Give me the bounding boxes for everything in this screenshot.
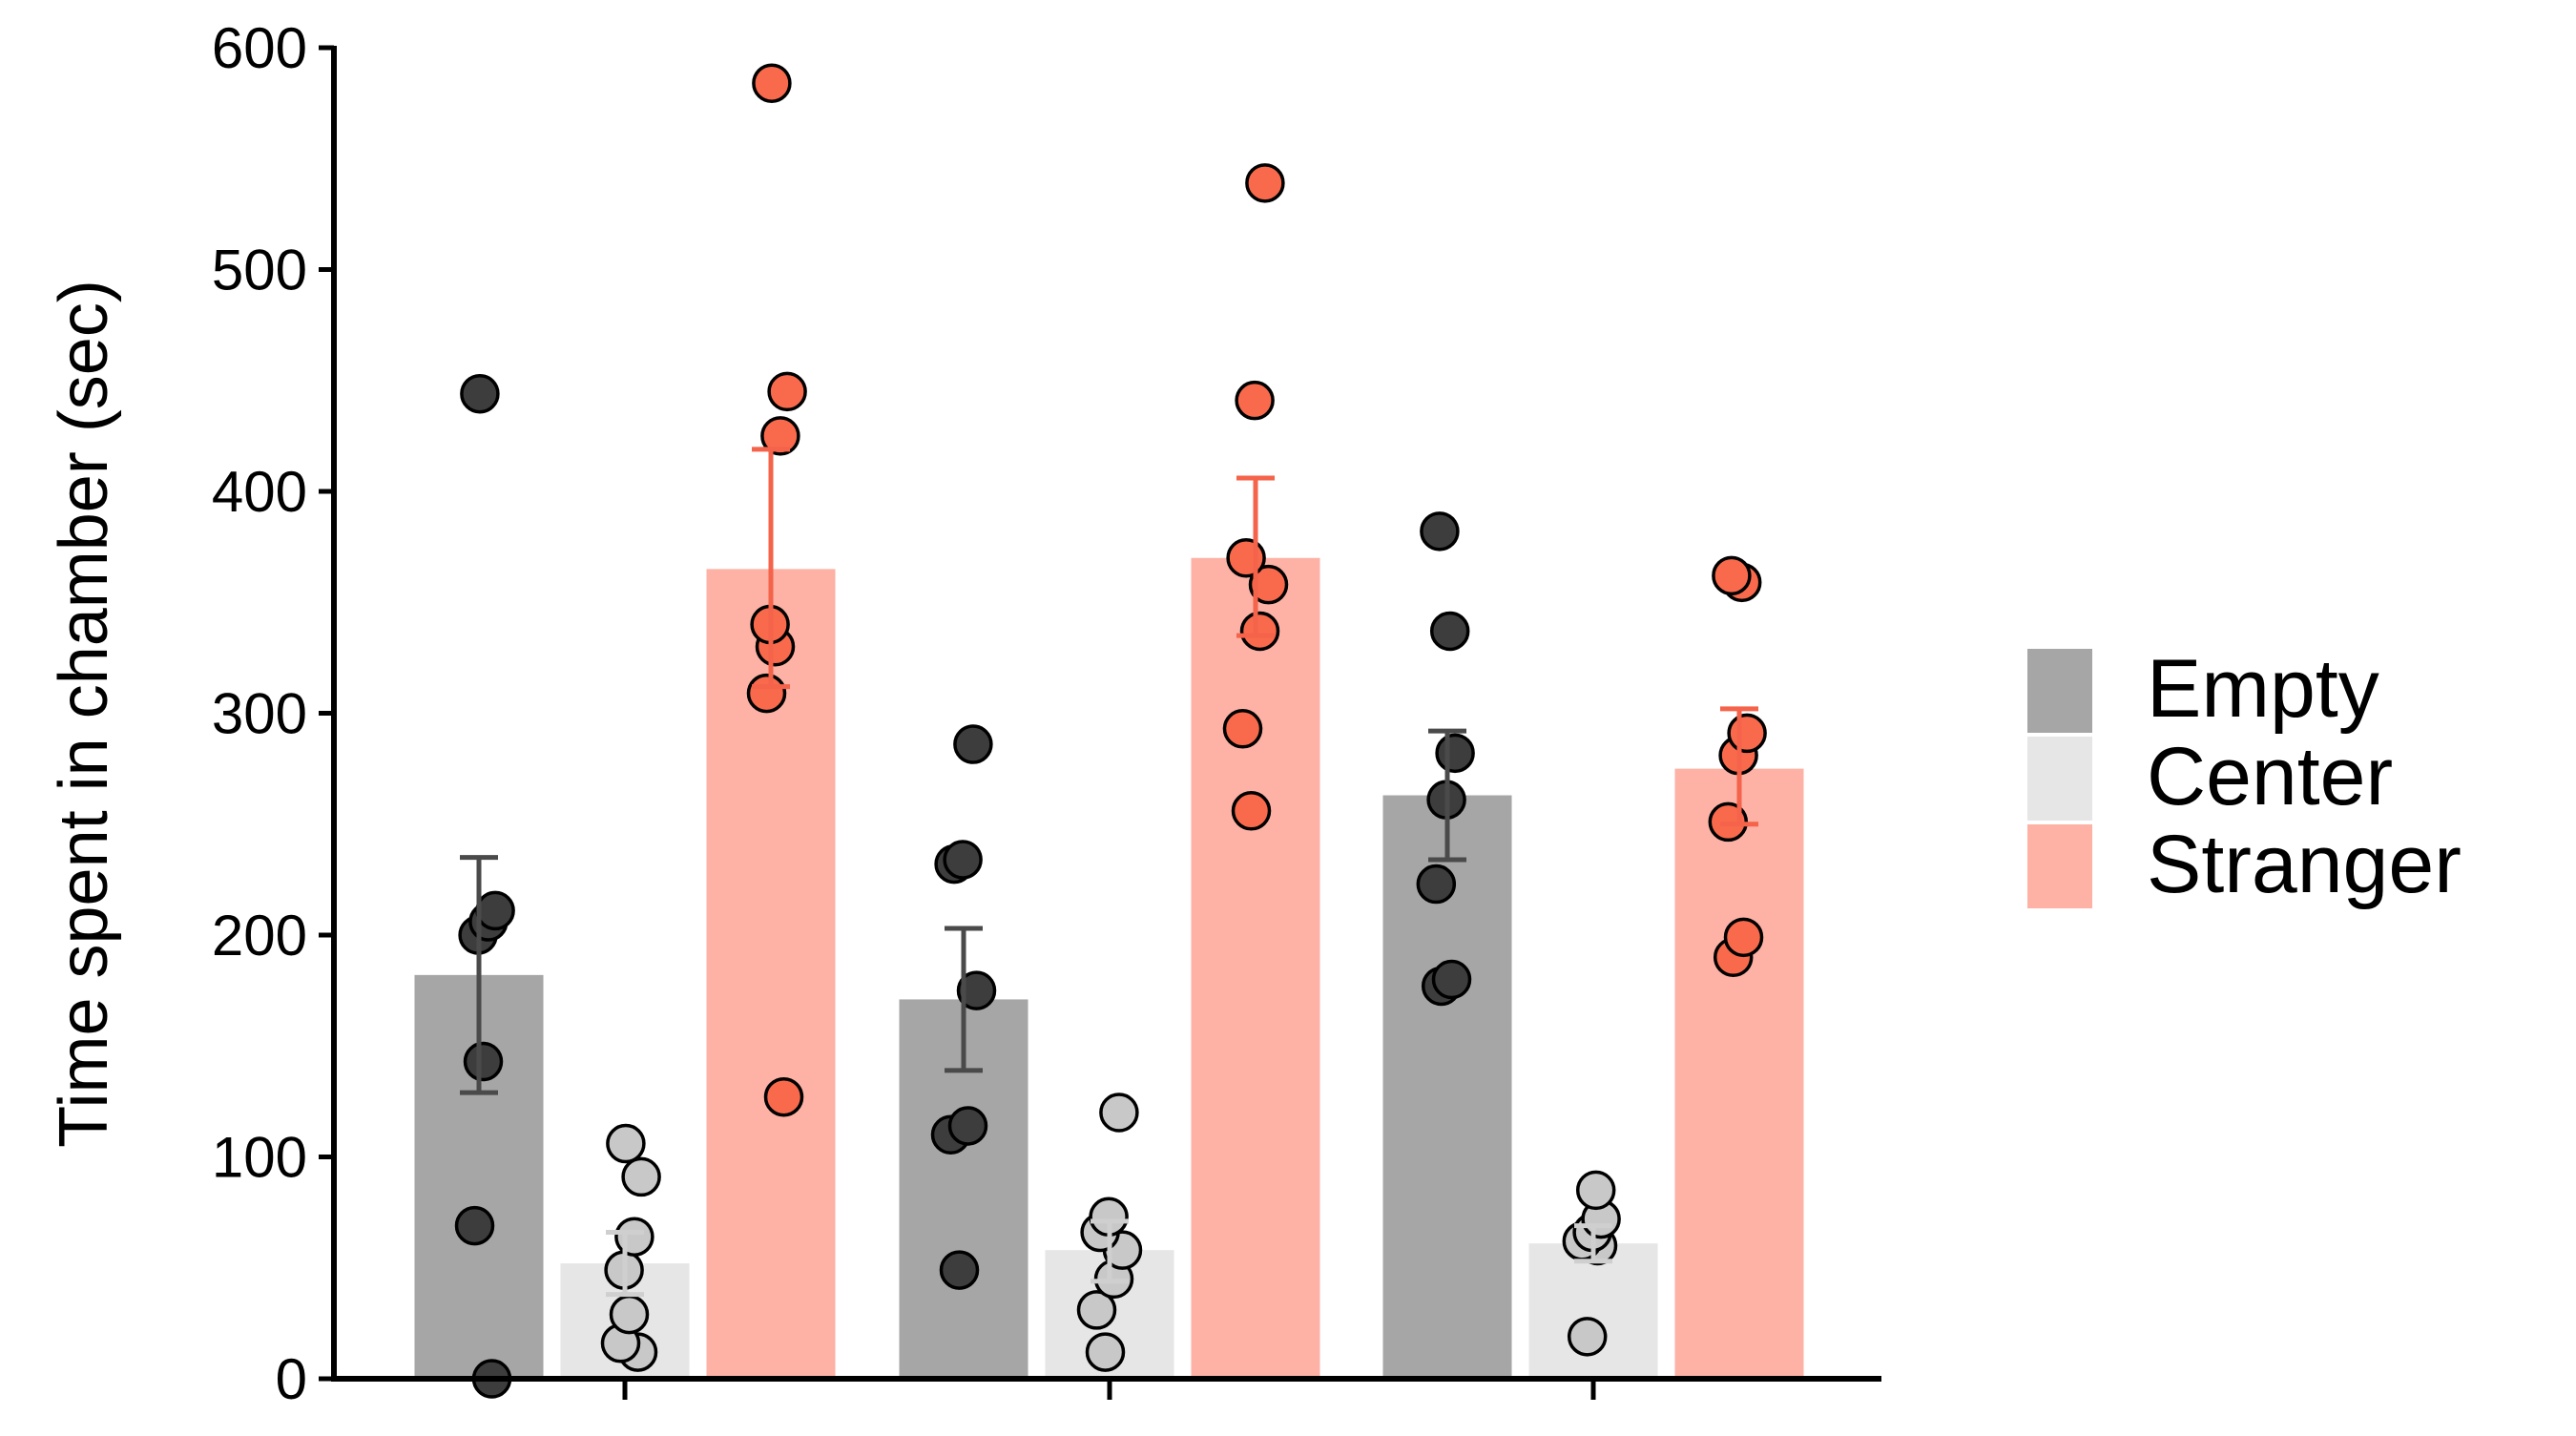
data-point xyxy=(454,1205,495,1246)
legend-label: Center xyxy=(2147,731,2393,822)
data-point xyxy=(1235,380,1275,421)
bar xyxy=(1191,557,1320,1379)
data-point xyxy=(1431,959,1472,1000)
y-tick-label: 600 xyxy=(212,16,307,80)
data-point xyxy=(1239,611,1280,652)
data-point xyxy=(1420,511,1460,552)
y-tick-label: 200 xyxy=(212,904,307,968)
legend-swatch xyxy=(2027,737,2092,821)
data-point xyxy=(1723,917,1764,958)
data-point xyxy=(1245,163,1285,203)
bar xyxy=(1674,768,1804,1379)
data-point xyxy=(1231,791,1272,831)
data-point xyxy=(1226,538,1266,578)
data-point xyxy=(475,890,515,931)
data-point xyxy=(953,724,993,764)
data-point xyxy=(1712,555,1752,596)
data-point xyxy=(460,373,500,414)
data-point xyxy=(760,416,800,456)
legend-swatch xyxy=(2027,649,2092,733)
data-point xyxy=(1222,709,1263,749)
data-point xyxy=(1435,733,1475,774)
data-point xyxy=(1567,1317,1608,1357)
data-point xyxy=(1727,713,1767,754)
bar xyxy=(1528,1243,1658,1379)
y-tick-label: 100 xyxy=(212,1126,307,1190)
legend-label: Stranger xyxy=(2147,819,2462,910)
data-point xyxy=(1099,1093,1139,1133)
y-tick-label: 500 xyxy=(212,239,307,302)
y-axis-title: Time spent in chamber (sec) xyxy=(46,280,122,1148)
y-tick-label: 300 xyxy=(212,682,307,746)
data-point xyxy=(614,1217,654,1257)
data-point xyxy=(763,1076,804,1117)
data-point xyxy=(939,1250,980,1290)
data-point xyxy=(463,1041,504,1082)
data-point xyxy=(1248,564,1289,605)
data-point xyxy=(746,673,787,714)
y-tick-label: 0 xyxy=(276,1347,307,1411)
data-point xyxy=(1429,611,1470,652)
data-point xyxy=(609,1294,650,1335)
data-point xyxy=(1575,1170,1616,1211)
data-point xyxy=(1416,864,1457,905)
data-point xyxy=(1085,1332,1126,1372)
data-point xyxy=(1076,1290,1117,1330)
data-point xyxy=(767,371,807,412)
y-tick-label: 400 xyxy=(212,460,307,524)
data-point xyxy=(621,1156,661,1197)
data-point xyxy=(947,1106,988,1146)
data-point xyxy=(943,840,983,880)
data-point xyxy=(956,970,997,1010)
data-point xyxy=(606,1123,646,1164)
data-point xyxy=(752,63,792,103)
legend-label: Empty xyxy=(2147,643,2379,735)
legend-swatch xyxy=(2027,824,2092,908)
